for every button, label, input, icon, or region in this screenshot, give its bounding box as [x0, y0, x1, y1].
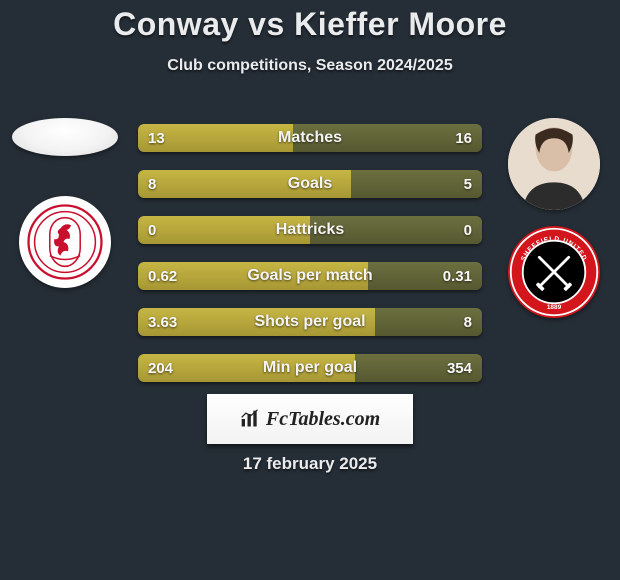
- bar-right-fill: [368, 262, 482, 290]
- left-player-column: [6, 118, 124, 288]
- sheffield-united-crest-icon: SHEFFIELD UNITED 1889: [508, 226, 600, 318]
- bar-row: Matches1316: [138, 124, 482, 152]
- sheffield-founding-year: 1889: [547, 304, 562, 311]
- bar-right-fill: [355, 354, 482, 382]
- bar-row: Hattricks00: [138, 216, 482, 244]
- bar-row: Goals per match0.620.31: [138, 262, 482, 290]
- bar-right-fill: [310, 216, 482, 244]
- brand-label: FcTables.com: [266, 408, 380, 431]
- right-club-badge-sheffield-united: SHEFFIELD UNITED 1889: [508, 226, 600, 318]
- bar-right-fill: [293, 124, 482, 152]
- left-club-badge-middlesbrough: [19, 196, 111, 288]
- bar-left-fill: [138, 216, 310, 244]
- bar-right-fill: [351, 170, 482, 198]
- left-player-avatar-placeholder: [12, 118, 118, 156]
- bar-row: Shots per goal3.638: [138, 308, 482, 336]
- right-player-column: SHEFFIELD UNITED 1889: [500, 118, 608, 318]
- comparison-bars: Matches1316 Goals85 Hattricks00 Goals per m…: [138, 124, 482, 382]
- bar-row: Goals85: [138, 170, 482, 198]
- page-subtitle: Club competitions, Season 2024/2025: [0, 57, 620, 75]
- bar-left-fill: [138, 308, 375, 336]
- bar-left-fill: [138, 262, 368, 290]
- brand-box[interactable]: FcTables.com: [207, 394, 413, 444]
- right-player-avatar: [508, 118, 600, 210]
- bar-left-fill: [138, 124, 293, 152]
- bar-chart-icon: [240, 409, 260, 429]
- middlesbrough-crest-icon: [27, 204, 103, 280]
- bar-left-fill: [138, 170, 351, 198]
- player-silhouette-icon: [508, 118, 600, 210]
- bar-right-fill: [375, 308, 482, 336]
- page-title: Conway vs Kieffer Moore: [0, 0, 620, 43]
- footer-date: 17 february 2025: [0, 454, 620, 474]
- bar-row: Min per goal204354: [138, 354, 482, 382]
- bar-left-fill: [138, 354, 355, 382]
